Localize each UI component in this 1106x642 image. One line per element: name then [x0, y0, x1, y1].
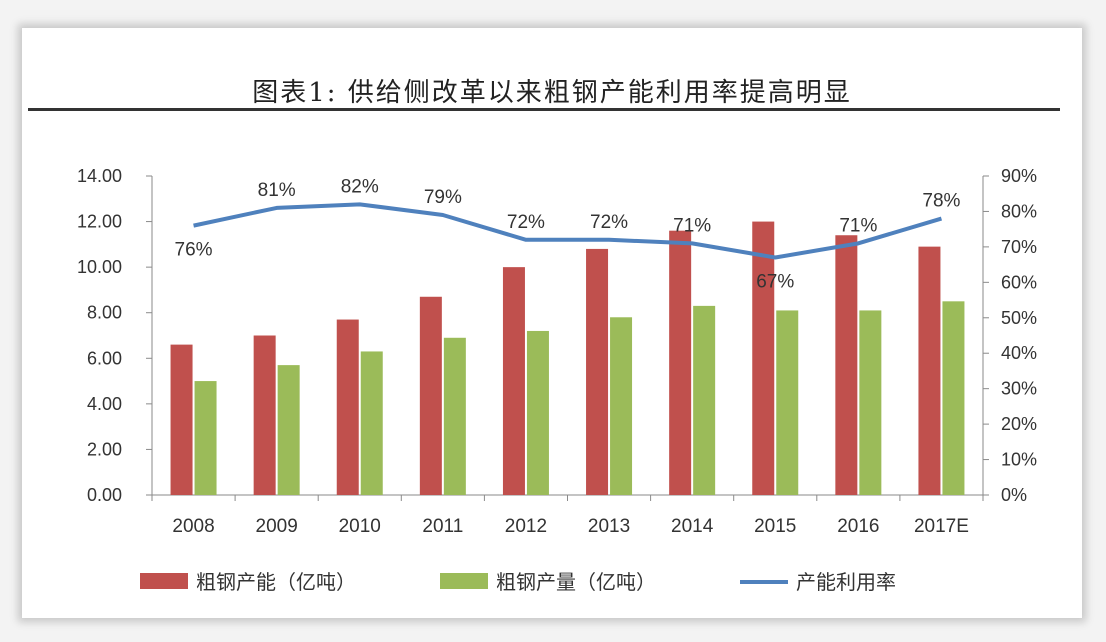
output-bar: [194, 381, 217, 495]
legend-label: 粗钢产能（亿吨）: [196, 570, 356, 594]
y-right-tick-label: 80%: [1001, 201, 1037, 221]
output-bar: [859, 310, 882, 495]
x-tick-label: 2010: [339, 516, 381, 537]
utilization-data-label: 81%: [258, 180, 296, 201]
utilization-data-label: 76%: [175, 240, 213, 261]
utilization-data-label: 82%: [341, 176, 379, 197]
y-right-tick-label: 70%: [1001, 237, 1037, 257]
legend-label: 产能利用率: [796, 570, 896, 594]
x-tick-label: 2009: [256, 516, 298, 537]
x-tick-label: 2013: [588, 516, 630, 537]
utilization-data-label: 72%: [590, 212, 628, 233]
y-left-tick-label: 12.00: [77, 212, 122, 232]
output-bar: [942, 301, 965, 495]
output-bar: [526, 330, 549, 495]
x-tick-label: 2015: [754, 516, 796, 537]
y-left-tick-label: 4.00: [87, 394, 122, 414]
chart-card: 图表1: 供给侧改革以来粗钢产能利用率提高明显: [22, 28, 1082, 618]
y-right-tick-label: 90%: [1001, 166, 1037, 186]
output-bar: [443, 337, 466, 495]
y-left-tick-label: 2.00: [87, 439, 122, 459]
utilization-data-label: 78%: [922, 191, 960, 212]
utilization-data-label: 72%: [507, 212, 545, 233]
utilization-data-label: 71%: [839, 215, 877, 236]
capacity-bar: [253, 335, 276, 495]
capacity-bar: [502, 267, 525, 495]
y-right-tick-label: 30%: [1001, 379, 1037, 399]
capacity-bar: [669, 230, 692, 495]
x-tick-label: 2008: [172, 516, 214, 537]
x-tick-label: 2014: [671, 516, 714, 537]
output-bar: [277, 365, 300, 495]
capacity-bar: [752, 221, 775, 496]
capacity-bar: [586, 248, 609, 495]
y-left-tick-label: 6.00: [87, 348, 122, 368]
y-right-tick-label: 20%: [1001, 414, 1037, 434]
utilization-data-label: 67%: [756, 272, 794, 293]
capacity-bar: [170, 344, 193, 495]
y-right-tick-label: 50%: [1001, 308, 1037, 328]
output-bar: [360, 351, 383, 495]
legend-capacity-swatch: [140, 573, 188, 589]
legend-label: 粗钢产量（亿吨）: [496, 570, 656, 594]
capacity-bar: [336, 319, 359, 495]
chart-title: 图表1: 供给侧改革以来粗钢产能利用率提高明显: [252, 78, 852, 108]
y-right-tick-label: 0%: [1001, 485, 1027, 505]
output-bar: [693, 305, 716, 495]
y-left-tick-label: 8.00: [87, 303, 122, 323]
output-bar: [610, 317, 633, 495]
legend-output-swatch: [440, 573, 488, 589]
y-left-tick-label: 14.00: [77, 166, 122, 186]
output-bar: [776, 310, 799, 495]
x-tick-label: 2016: [837, 516, 879, 537]
title-divider: [28, 108, 1060, 111]
x-tick-label: 2012: [505, 516, 547, 537]
x-tick-label: 2011: [422, 516, 463, 537]
y-right-tick-label: 40%: [1001, 343, 1037, 363]
utilization-data-label: 71%: [673, 215, 711, 236]
utilization-data-label: 79%: [424, 187, 462, 208]
y-right-tick-label: 60%: [1001, 272, 1037, 292]
utilization-line: [193, 202, 943, 260]
capacity-bar: [918, 246, 941, 495]
capacity-bar: [419, 296, 442, 495]
y-left-tick-label: 10.00: [77, 257, 122, 277]
y-right-tick-label: 10%: [1001, 450, 1037, 470]
capacity-bar: [835, 235, 858, 495]
y-left-tick-label: 0.00: [87, 485, 122, 505]
x-tick-label: 2017E: [914, 516, 969, 537]
